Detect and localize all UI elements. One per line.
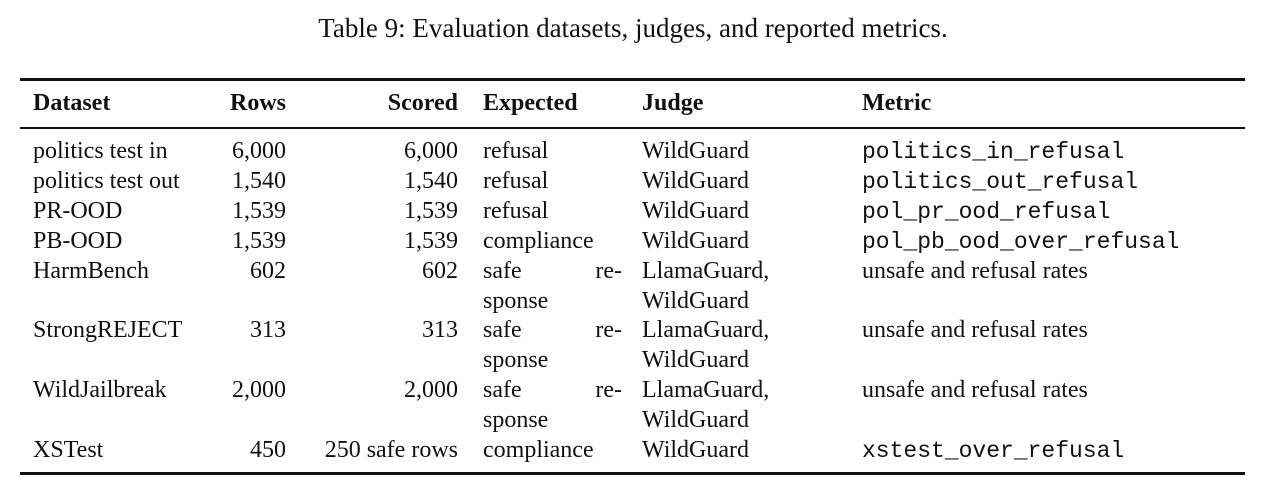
row-xstest-metric: xstest_over_refusal <box>862 438 1125 464</box>
table-caption: Table 9: Evaluation datasets, judges, an… <box>318 13 948 43</box>
row-xstest-dataset: XSTest <box>33 437 104 463</box>
row-strongreject-expected-line2: sponse <box>483 347 549 373</box>
row-strongreject-expected-line1: safe re- <box>483 317 622 343</box>
row-politics-test-out-dataset: politics test out <box>33 168 180 194</box>
row-wildjailbreak-dataset: WildJailbreak <box>33 377 167 403</box>
header-dataset: Dataset <box>33 90 111 116</box>
header-rows: Rows <box>229 90 286 116</box>
row-harmbench-metric: unsafe and refusal rates <box>862 258 1088 284</box>
row-politics-test-in-metric: politics_in_refusal <box>862 139 1125 165</box>
row-pr-ood-judge: WildGuard <box>642 198 750 224</box>
row-politics-test-out-metric: politics_out_refusal <box>862 169 1139 195</box>
row-strongreject-judge: LlamaGuard, WildGuard <box>642 315 769 375</box>
row-strongreject-rows: 313 <box>250 317 286 343</box>
row-strongreject-metric: unsafe and refusal rates <box>862 317 1088 343</box>
header-judge: Judge <box>642 90 704 116</box>
row-wildjailbreak-expected-line2: sponse <box>483 407 549 433</box>
row-harmbench-judge: LlamaGuard, WildGuard <box>642 256 769 316</box>
row-strongreject-judge-line1: LlamaGuard, <box>642 317 770 343</box>
row-harmbench-scored: 602 <box>422 258 458 284</box>
row-strongreject-expected: safe re- sponse <box>483 315 622 375</box>
row-politics-test-in-rows: 6,000 <box>232 138 286 164</box>
row-politics-test-out-rows: 1,540 <box>232 168 286 194</box>
row-pr-ood-rows: 1,539 <box>232 198 286 224</box>
row-wildjailbreak-expected: safe re- sponse <box>483 375 622 435</box>
row-wildjailbreak-metric: unsafe and refusal rates <box>862 377 1088 403</box>
row-harmbench-expected: safe re- sponse <box>483 256 622 316</box>
row-wildjailbreak-judge-line1: LlamaGuard, <box>642 377 770 403</box>
row-harmbench-expected-line1: safe re- <box>483 258 622 284</box>
row-wildjailbreak-judge: LlamaGuard, WildGuard <box>642 375 769 435</box>
row-pb-ood-dataset: PB-OOD <box>33 228 123 254</box>
row-pr-ood-scored: 1,539 <box>404 198 458 224</box>
row-xstest-scored: 250 safe rows <box>324 437 458 463</box>
row-harmbench-judge-line1: LlamaGuard, <box>642 258 770 284</box>
row-pr-ood-metric: pol_pr_ood_refusal <box>862 199 1111 225</box>
row-politics-test-out-judge: WildGuard <box>642 168 750 194</box>
row-pb-ood-rows: 1,539 <box>232 228 286 254</box>
row-xstest-rows: 450 <box>250 437 286 463</box>
row-politics-test-out-expected: refusal <box>483 168 549 194</box>
bottom-rule <box>20 472 1245 475</box>
row-harmbench-judge-line2: WildGuard <box>642 288 750 314</box>
header-scored: Scored <box>387 90 458 116</box>
row-harmbench-rows: 602 <box>250 258 286 284</box>
row-strongreject-dataset: StrongREJECT <box>33 317 183 343</box>
header-rule <box>20 127 1245 129</box>
row-politics-test-in-dataset: politics test in <box>33 138 168 164</box>
row-pb-ood-scored: 1,539 <box>404 228 458 254</box>
row-wildjailbreak-scored: 2,000 <box>404 377 458 403</box>
row-xstest-judge: WildGuard <box>642 437 750 463</box>
row-pb-ood-judge: WildGuard <box>642 228 750 254</box>
top-rule <box>20 78 1245 81</box>
row-pb-ood-expected: compliance <box>483 228 594 254</box>
row-politics-test-in-scored: 6,000 <box>404 138 458 164</box>
row-xstest-expected: compliance <box>483 437 594 463</box>
row-politics-test-in-judge: WildGuard <box>642 138 750 164</box>
header-expected: Expected <box>483 90 578 116</box>
row-wildjailbreak-rows: 2,000 <box>232 377 286 403</box>
header-metric: Metric <box>862 90 932 116</box>
row-strongreject-scored: 313 <box>422 317 458 343</box>
row-harmbench-dataset: HarmBench <box>33 258 149 284</box>
row-strongreject-judge-line2: WildGuard <box>642 347 750 373</box>
row-harmbench-expected-line2: sponse <box>483 288 549 314</box>
row-politics-test-in-expected: refusal <box>483 138 549 164</box>
row-pr-ood-expected: refusal <box>483 198 549 224</box>
row-wildjailbreak-expected-line1: safe re- <box>483 377 622 403</box>
row-pb-ood-metric: pol_pb_ood_over_refusal <box>862 229 1180 255</box>
row-pr-ood-dataset: PR-OOD <box>33 198 123 224</box>
row-politics-test-out-scored: 1,540 <box>404 168 458 194</box>
row-wildjailbreak-judge-line2: WildGuard <box>642 407 750 433</box>
